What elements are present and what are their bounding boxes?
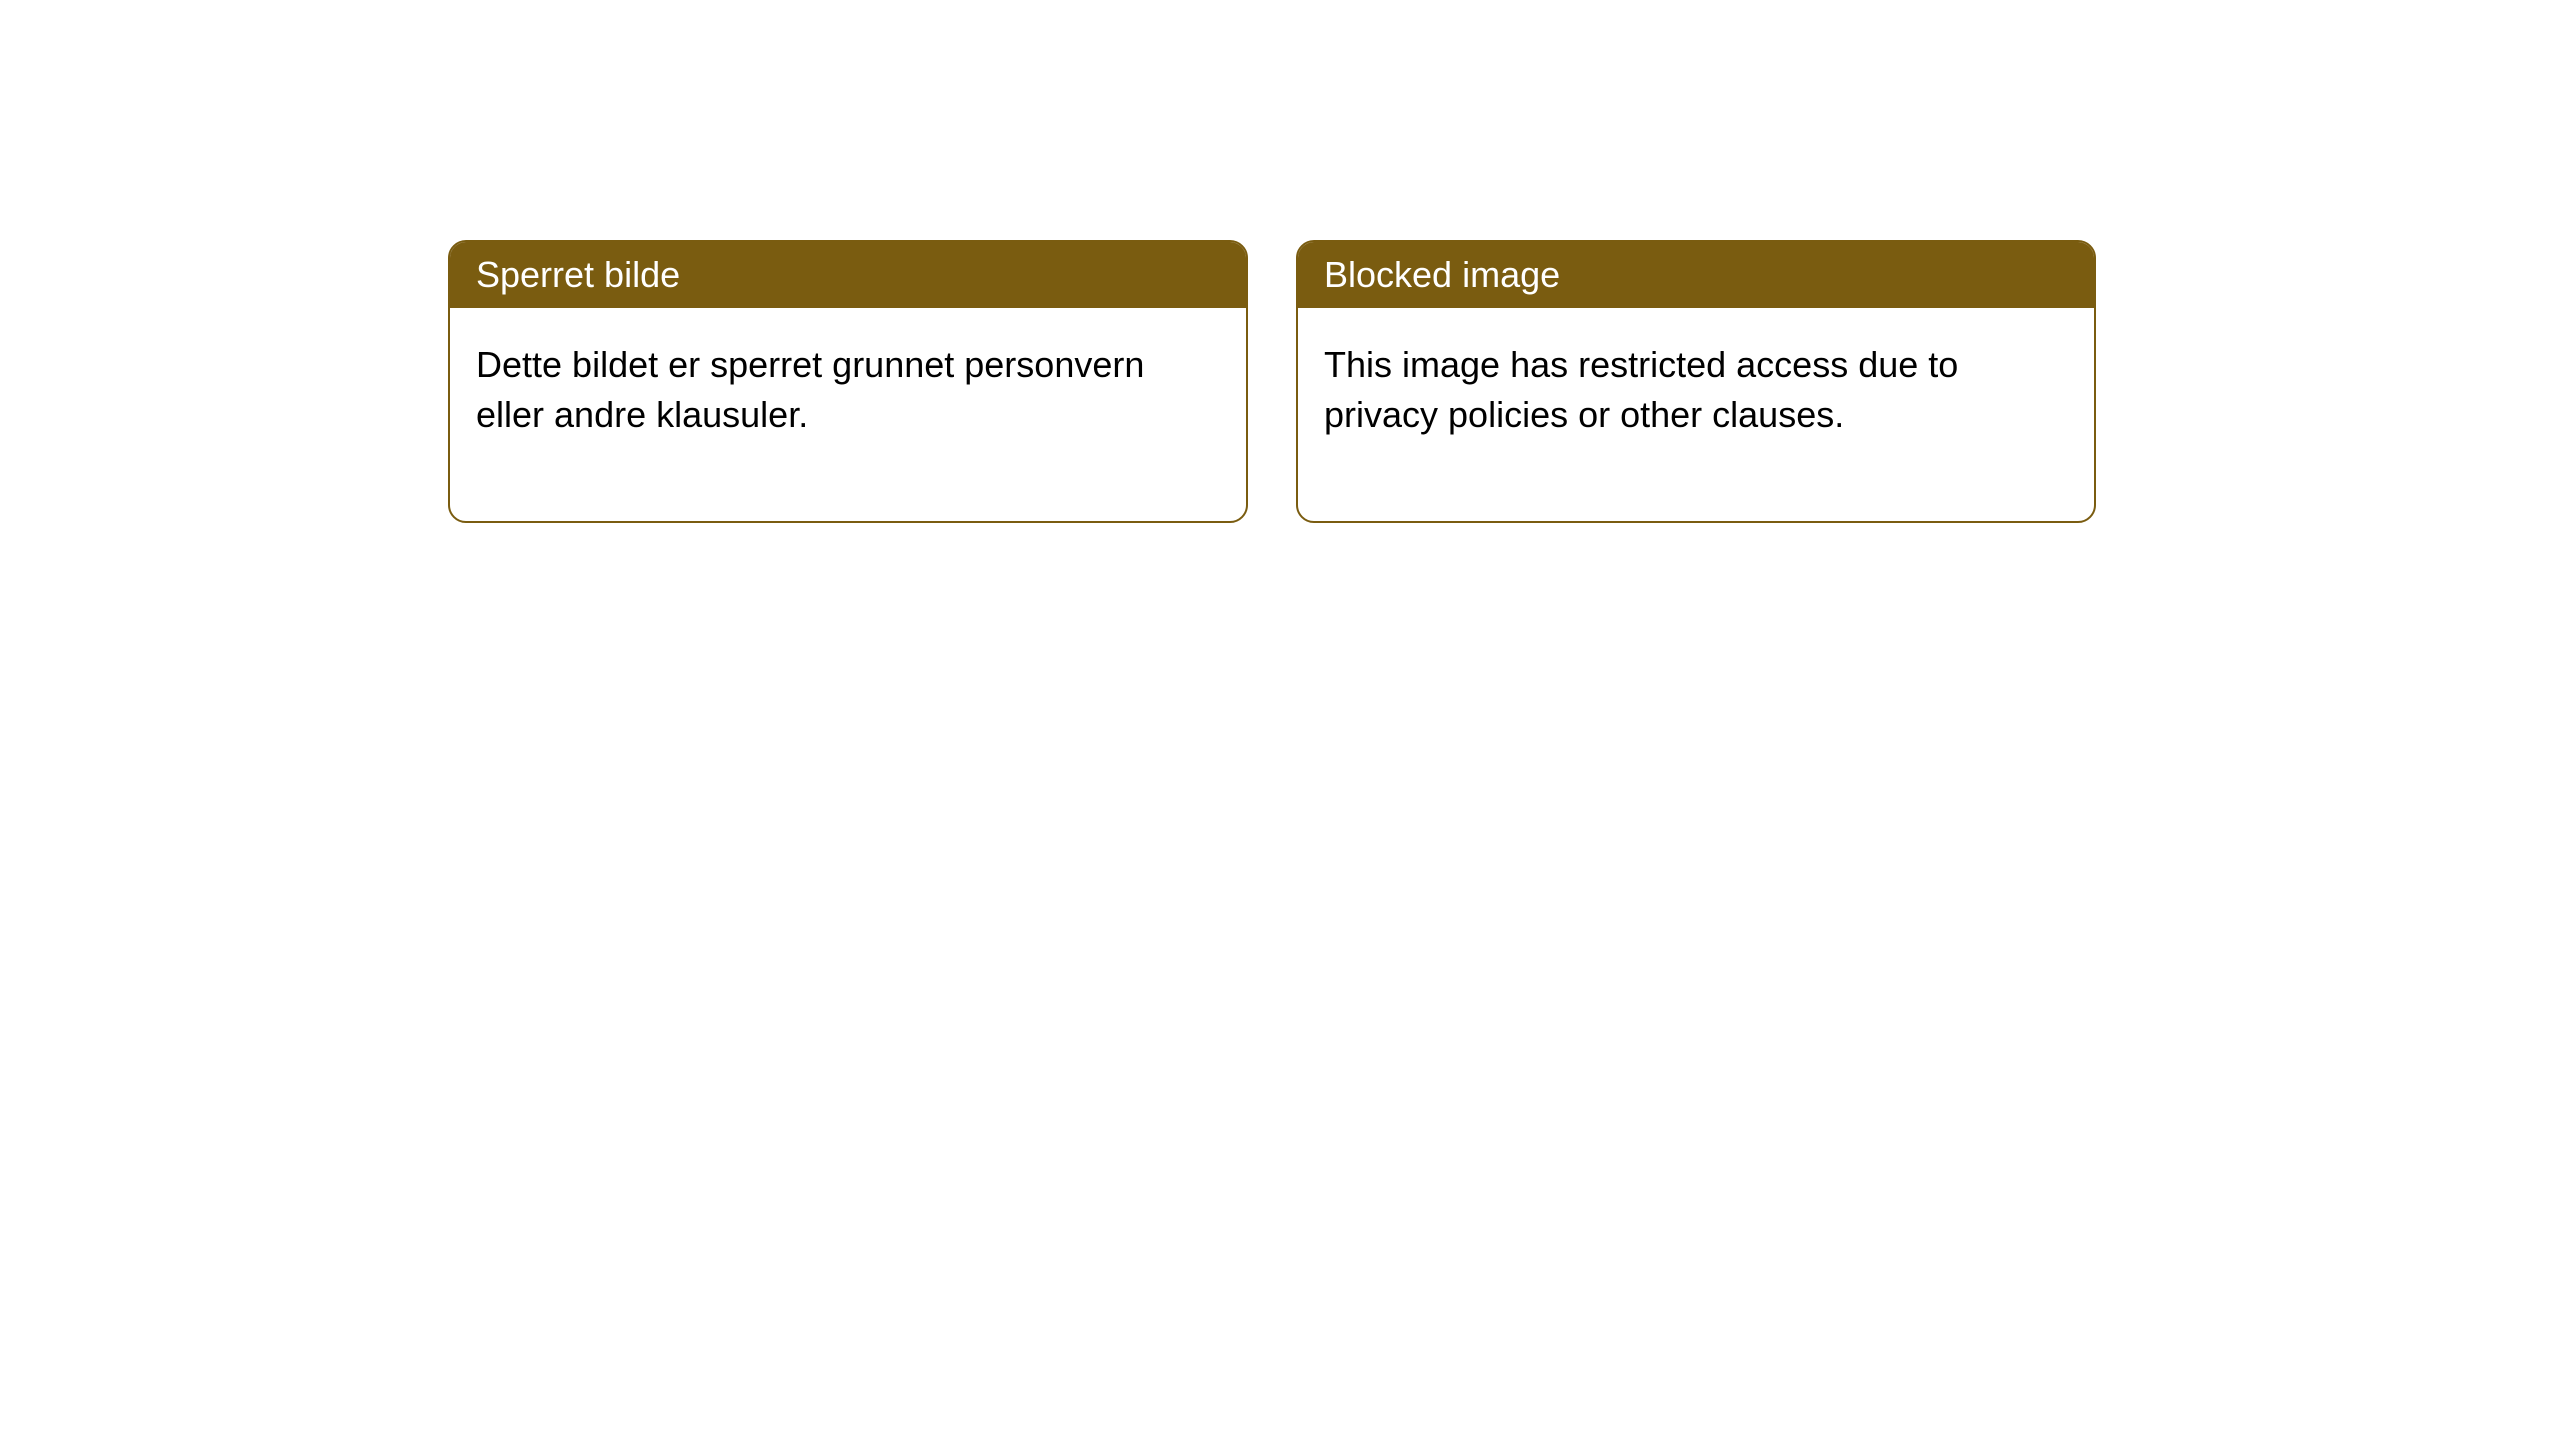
notice-title: Blocked image xyxy=(1298,242,2094,308)
notice-body: Dette bildet er sperret grunnet personve… xyxy=(450,308,1246,521)
notice-title: Sperret bilde xyxy=(450,242,1246,308)
notice-body: This image has restricted access due to … xyxy=(1298,308,2094,521)
notice-container: Sperret bilde Dette bildet er sperret gr… xyxy=(0,0,2560,523)
notice-card-norwegian: Sperret bilde Dette bildet er sperret gr… xyxy=(448,240,1248,523)
notice-card-english: Blocked image This image has restricted … xyxy=(1296,240,2096,523)
